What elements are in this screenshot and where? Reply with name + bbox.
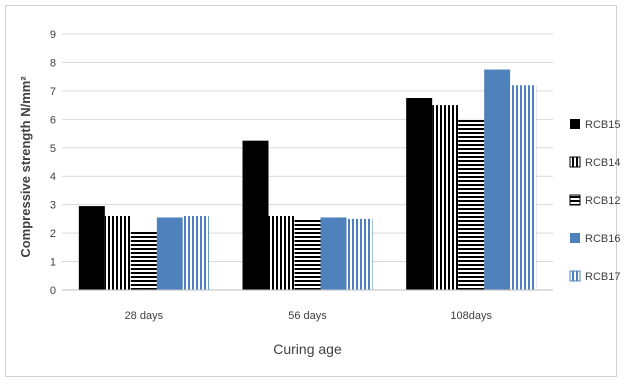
legend-label-rcb17: RCB17 xyxy=(585,271,620,283)
y-tick-label: 5 xyxy=(50,143,56,155)
y-tick-label: 2 xyxy=(50,228,56,240)
chart-frame xyxy=(5,5,617,377)
bar-rcb16-2 xyxy=(320,217,347,290)
bar-rcb14-2 xyxy=(268,216,295,290)
y-tick-label: 7 xyxy=(50,86,56,98)
legend: RCB15 RCB14 RCB12 RCB16 RCB17 xyxy=(569,119,620,283)
bar-rcb12-2 xyxy=(294,218,321,290)
bar-rcb12-3 xyxy=(458,119,485,290)
bar-rcb16-1 xyxy=(156,217,183,290)
bar-rcb12-1 xyxy=(130,230,157,290)
x-tick-label: 56 days xyxy=(288,310,327,322)
y-tick-label: 9 xyxy=(50,29,56,41)
bar-rcb17-1 xyxy=(182,216,209,290)
legend-label-rcb15: RCB15 xyxy=(585,119,620,131)
bar-rcb17-3 xyxy=(510,85,537,290)
legend-swatch-rcb14 xyxy=(569,156,581,168)
x-tick-label: 28 days xyxy=(125,310,164,322)
legend-swatch-rcb12 xyxy=(569,194,581,206)
y-tick-label: 8 xyxy=(50,57,56,69)
bars xyxy=(78,69,537,290)
legend-label-rcb16: RCB16 xyxy=(585,233,620,245)
legend-swatch-rcb15 xyxy=(570,119,580,129)
bar-rcb15-2 xyxy=(242,140,269,290)
x-tick-labels: 28 days 56 days 108days xyxy=(125,310,493,322)
bar-rcb14-3 xyxy=(432,105,459,290)
y-tick-label: 4 xyxy=(50,171,56,183)
bar-rcb16-3 xyxy=(484,69,511,290)
y-axis-title: Compressive strength N/mm² xyxy=(18,76,33,258)
bar-rcb17-2 xyxy=(346,218,373,290)
legend-swatch-rcb16 xyxy=(570,233,580,243)
y-tick-label: 6 xyxy=(50,114,56,126)
legend-swatch-rcb17 xyxy=(569,270,581,282)
bar-rcb15-3 xyxy=(406,98,433,290)
y-tick-label: 0 xyxy=(50,285,56,297)
bar-rcb14-1 xyxy=(104,216,131,290)
bar-rcb15-1 xyxy=(78,206,105,290)
y-tick-label: 1 xyxy=(50,257,56,269)
legend-label-rcb12: RCB12 xyxy=(585,195,620,207)
y-tick-labels: 0 1 2 3 4 5 6 7 8 9 xyxy=(50,29,56,297)
x-axis-title: Curing age xyxy=(273,341,342,357)
legend-label-rcb14: RCB14 xyxy=(585,157,620,169)
x-tick-label: 108days xyxy=(450,310,492,322)
y-tick-label: 3 xyxy=(50,200,56,212)
